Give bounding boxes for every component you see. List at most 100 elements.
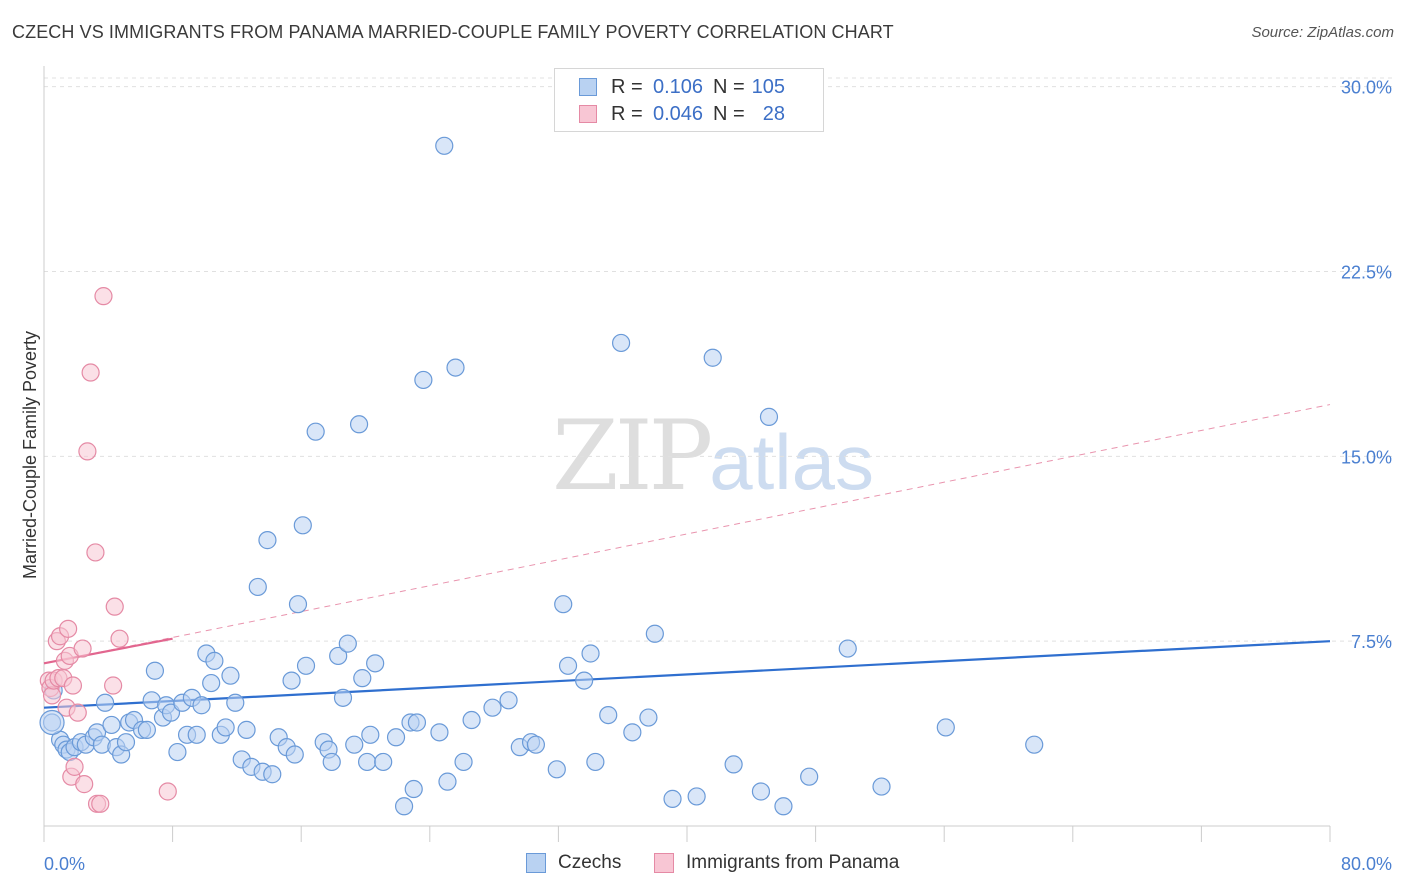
point-czechs bbox=[168, 742, 187, 762]
point-czechs bbox=[358, 752, 377, 772]
point-czechs bbox=[1025, 735, 1044, 754]
point-panama bbox=[81, 363, 100, 382]
point-czechs bbox=[547, 760, 566, 779]
point-czechs bbox=[202, 673, 221, 693]
point-czechs bbox=[446, 358, 465, 377]
point-czechs bbox=[374, 752, 393, 772]
legend-n-label: N = bbox=[713, 102, 745, 125]
watermark: ZIPatlas bbox=[552, 400, 874, 512]
point-czechs bbox=[102, 715, 121, 735]
point-czechs bbox=[838, 639, 857, 658]
trend-line-czechs bbox=[43, 640, 1331, 709]
point-czechs bbox=[499, 691, 518, 710]
point-czechs bbox=[137, 720, 156, 739]
legend-r-label: R = bbox=[611, 75, 643, 98]
legend-r-value: 0.106 bbox=[652, 75, 704, 98]
legend-swatch-czechs bbox=[579, 78, 597, 96]
point-czechs bbox=[263, 765, 282, 784]
point-czechs bbox=[366, 654, 385, 673]
point-czechs bbox=[639, 708, 658, 727]
point-czechs bbox=[329, 646, 348, 666]
legend-r-label: R = bbox=[611, 102, 643, 125]
legend-n-value: 105 bbox=[751, 75, 785, 98]
point-panama bbox=[94, 287, 113, 306]
point-czechs bbox=[611, 333, 631, 353]
point-czechs bbox=[936, 718, 955, 737]
x-tick-label: 80.0% bbox=[1341, 854, 1392, 874]
point-czechs bbox=[338, 634, 357, 653]
point-czechs bbox=[454, 752, 473, 772]
point-panama bbox=[63, 676, 83, 695]
source-label: Source: ZipAtlas.com bbox=[1251, 24, 1394, 41]
tick-labels: 7.5% 15.0% 22.5% 30.0% 0.0% 80.0% bbox=[44, 78, 1392, 874]
point-czechs bbox=[322, 752, 341, 772]
legend-n-label: N = bbox=[713, 75, 745, 98]
point-czechs bbox=[248, 577, 267, 597]
watermark-atlas: atlas bbox=[709, 418, 874, 506]
point-czechs bbox=[145, 661, 165, 680]
legend-n-value: 28 bbox=[762, 102, 785, 125]
data-points bbox=[39, 136, 1044, 816]
y-tick-label: 30.0% bbox=[1341, 78, 1392, 98]
legend-swatch-czechs bbox=[526, 853, 546, 873]
point-czechs bbox=[394, 797, 414, 816]
point-panama bbox=[59, 619, 78, 638]
point-panama bbox=[105, 597, 124, 616]
point-czechs bbox=[526, 735, 545, 754]
point-czechs bbox=[116, 733, 136, 752]
point-czechs bbox=[435, 136, 454, 155]
y-axis-label: Married-Couple Family Poverty bbox=[20, 331, 40, 579]
legend-swatch-panama bbox=[579, 105, 597, 123]
point-panama bbox=[73, 639, 92, 658]
point-czechs bbox=[306, 422, 325, 441]
point-czechs bbox=[407, 713, 427, 732]
point-czechs bbox=[687, 787, 706, 806]
point-czechs bbox=[774, 797, 793, 816]
point-czechs bbox=[623, 723, 642, 742]
legend-row-czechs: R = 0.106 N = 105 bbox=[579, 75, 785, 99]
stats-legend: R = 0.106 N = 105 R = 0.046 N = 28 bbox=[554, 68, 824, 132]
point-czechs bbox=[645, 624, 664, 643]
point-czechs bbox=[663, 789, 682, 808]
legend-row-panama: R = 0.046 N = 28 bbox=[579, 102, 785, 126]
point-czechs bbox=[462, 710, 481, 730]
point-panama bbox=[86, 543, 105, 562]
legend-item-czechs[interactable]: Czechs bbox=[526, 852, 621, 874]
point-czechs bbox=[558, 656, 578, 675]
point-czechs bbox=[345, 735, 364, 754]
point-czechs bbox=[349, 415, 369, 434]
point-czechs bbox=[237, 720, 256, 739]
legend-label-panama: Immigrants from Panama bbox=[686, 852, 900, 873]
point-czechs bbox=[95, 693, 115, 712]
point-panama bbox=[91, 794, 110, 813]
x-tick-label: 0.0% bbox=[44, 854, 85, 874]
point-czechs bbox=[438, 772, 457, 791]
legend-item-panama[interactable]: Immigrants from Panama bbox=[654, 852, 899, 874]
point-czechs bbox=[800, 767, 819, 786]
point-czechs bbox=[703, 348, 722, 367]
point-panama bbox=[110, 629, 129, 648]
point-czechs bbox=[581, 644, 600, 663]
y-tick-label: 7.5% bbox=[1351, 632, 1392, 652]
point-czechs bbox=[192, 696, 211, 715]
point-panama bbox=[68, 703, 87, 722]
point-czechs bbox=[205, 651, 224, 670]
point-czechs bbox=[759, 407, 779, 426]
trend-lines bbox=[43, 404, 1331, 709]
axes bbox=[43, 66, 1331, 842]
point-czechs bbox=[221, 666, 240, 685]
point-czechs bbox=[554, 595, 573, 614]
point-czechs bbox=[216, 718, 235, 737]
point-czechs bbox=[575, 671, 594, 690]
y-tick-label: 15.0% bbox=[1341, 447, 1392, 467]
point-czechs bbox=[751, 782, 771, 801]
point-czechs bbox=[293, 516, 312, 535]
point-czechs bbox=[361, 725, 380, 744]
point-czechs bbox=[724, 755, 743, 774]
point-czechs bbox=[404, 779, 423, 799]
point-panama bbox=[75, 775, 94, 794]
point-czechs bbox=[414, 370, 433, 390]
point-czechs bbox=[258, 531, 277, 550]
legend-label-czechs: Czechs bbox=[558, 852, 622, 873]
